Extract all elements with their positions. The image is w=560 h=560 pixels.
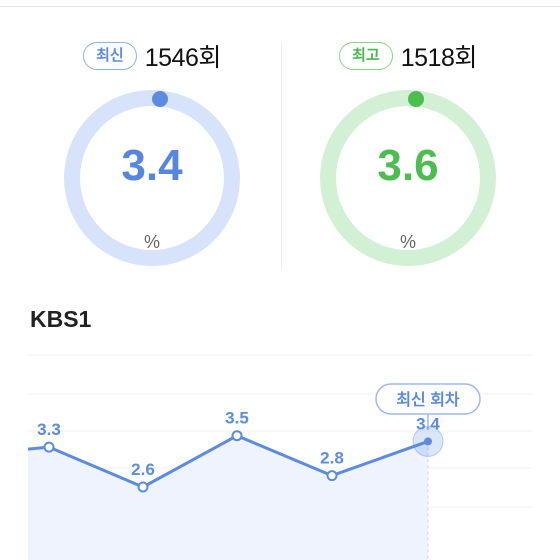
best-rating-unit: % (399, 232, 416, 252)
latest-badge: 최신 (83, 42, 137, 70)
data-point-1 (137, 481, 149, 493)
chart-area-fill (28, 435, 428, 560)
data-point-4 (424, 437, 432, 446)
latest-episode-number: 1546회 (144, 44, 222, 72)
rating-line-chart: 3.32.63.52.83.4최신 회차 (27, 354, 532, 560)
data-point-0 (43, 441, 55, 453)
best-card-header: 최고 1518회 (288, 38, 528, 72)
best-episode-number: 1518회 (400, 44, 478, 72)
best-rating-value: 3.6 (377, 141, 439, 190)
latest-rating-unit: % (143, 232, 160, 252)
latest-ring-track (64, 90, 240, 266)
data-label-2: 3.5 (225, 409, 249, 428)
data-point-2 (231, 430, 243, 442)
best-badge: 최고 (339, 42, 393, 70)
best-rating-card: 최고 1518회 3.6 % (288, 38, 528, 278)
data-point-3 (326, 470, 338, 482)
card-divider (281, 42, 282, 270)
channel-title: KBS1 (30, 306, 92, 332)
latest-rating-card: 최신 1546회 3.4 % (32, 38, 272, 278)
best-rating-ring (320, 90, 496, 266)
latest-card-header: 최신 1546회 (32, 38, 272, 72)
best-ring-dot (408, 91, 424, 107)
top-divider (0, 6, 560, 7)
latest-rating-value: 3.4 (121, 141, 183, 190)
data-label-1: 2.6 (131, 460, 155, 479)
latest-ring-dot (152, 91, 168, 107)
data-label-0: 3.3 (37, 420, 61, 439)
data-label-3: 2.8 (320, 449, 344, 468)
annotation-label: 최신 회차 (396, 390, 460, 409)
latest-rating-ring (64, 90, 240, 266)
best-ring-track (320, 90, 496, 266)
